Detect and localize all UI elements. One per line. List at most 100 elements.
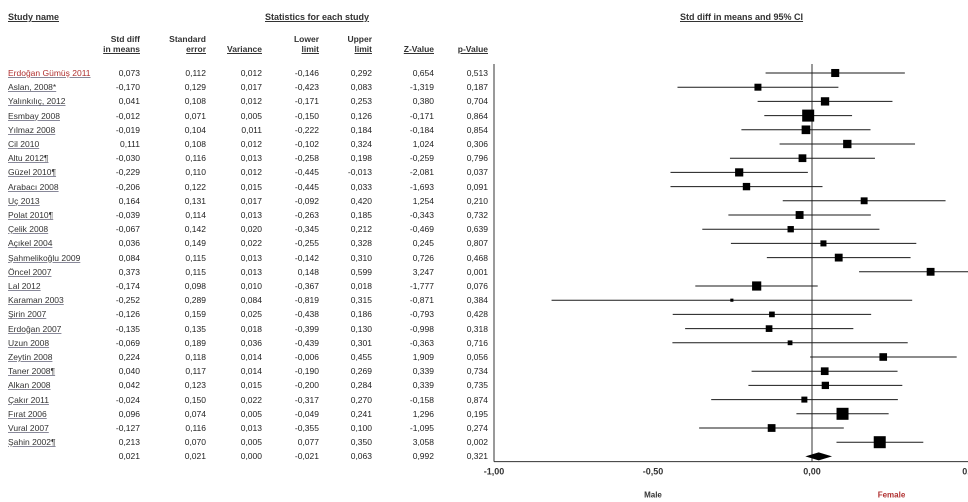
study-name: Uzun 2008	[8, 337, 50, 348]
cell-lo: -0,102	[294, 139, 319, 149]
cell-hi: 0,310	[350, 252, 372, 263]
cell-smd: 0,041	[118, 96, 140, 107]
cell-hi: 0,328	[350, 238, 372, 249]
cell-var: 0,017	[240, 82, 262, 93]
table-row: Şahin 2002¶ 0,213 0,070 0,005 0,077 0,350 3,05…	[0, 435, 600, 449]
effect-marker	[730, 298, 734, 302]
cell-se: 0,117	[185, 366, 206, 377]
cell-z: -0,469	[409, 224, 434, 235]
cell-smd: -0,069	[115, 337, 140, 348]
effect-marker	[820, 97, 830, 106]
table-row: Esmbay 2008 -0,012 0,071 0,005 -0,150 0,126 -0…	[0, 109, 600, 123]
cell-p: 0,210	[466, 195, 488, 206]
table-row: Erdoğan 2007 -0,135 0,135 0,018 -0,399 0,130 -…	[0, 322, 600, 336]
cell-z: 3,058	[412, 437, 434, 448]
study-name: Esmbay 2008	[8, 110, 60, 121]
cell-z: -2,081	[409, 167, 434, 178]
cell-p: 0,639	[466, 224, 488, 235]
effect-marker	[831, 68, 840, 78]
effect-marker	[801, 396, 808, 403]
cell-p: 0,384	[466, 295, 488, 306]
cell-z: 0,992	[412, 451, 434, 462]
cell-lo: -0,439	[294, 337, 319, 348]
cell-z: 0,245	[412, 238, 434, 249]
female-label: Female	[878, 491, 906, 500]
cell-se: 0,115	[185, 266, 206, 277]
cell-var: 0,013	[240, 252, 262, 263]
effect-marker	[873, 436, 886, 449]
cell-lo: -0,142	[294, 252, 319, 263]
study-name: Zeytin 2008	[8, 352, 53, 362]
effect-marker	[843, 139, 852, 149]
cell-var: 0,013	[240, 210, 262, 220]
cell-se: 0,074	[184, 408, 206, 419]
cell-hi: 0,253	[350, 96, 372, 107]
table-row: Aslan, 2008* -0,170 0,129 0,017 -0,423 0,083 -…	[0, 80, 600, 94]
effect-marker	[765, 325, 773, 332]
cell-lo: -0,255	[294, 238, 319, 249]
table-row: Alkan 2008 0,042 0,123 0,015 -0,200 0,284 0,33…	[0, 378, 600, 392]
cell-smd: 0,373	[118, 266, 140, 277]
column-header-z: Z-Value	[376, 34, 434, 54]
cell-smd: -0,012	[115, 110, 140, 121]
summary-row: 0,021 0,021 0,000 -0,021 0,063 0,992 0,321	[0, 449, 600, 463]
cell-hi: -0,013	[347, 167, 372, 178]
cell-lo: -0,049	[294, 408, 319, 419]
cell-p: 0,306	[466, 139, 488, 149]
cell-var: 0,017	[240, 195, 262, 206]
table-row: Erdoğan Gümüş 2011 0,073 0,112 0,012 -0,146 0…	[0, 66, 600, 80]
column-header-line1: Std diff	[110, 34, 140, 44]
cell-se: 0,131	[184, 195, 206, 206]
cell-se: 0,112	[185, 68, 206, 78]
cell-lo: -0,345	[294, 224, 319, 235]
effect-marker	[879, 353, 888, 361]
effect-marker	[787, 226, 794, 233]
cell-lo: -0,317	[294, 394, 319, 405]
effect-marker	[801, 125, 811, 135]
study-name: Şahin 2002¶	[8, 437, 56, 448]
study-name: Şahmelikoğlu 2009	[8, 252, 81, 263]
cell-z: -0,184	[409, 124, 434, 135]
study-name: Güzel 2010¶	[8, 167, 57, 178]
effect-marker	[787, 340, 793, 346]
column-header-lo: Lower limit	[261, 34, 319, 54]
cell-se: 0,108	[184, 139, 206, 149]
effect-marker	[820, 240, 827, 247]
study-name: Aslan, 2008*	[8, 82, 57, 93]
cell-smd: 0,224	[118, 352, 140, 362]
cell-var: 0,022	[240, 394, 262, 405]
cell-hi: 0,033	[350, 181, 372, 192]
cell-smd: 0,036	[118, 238, 140, 249]
cell-se: 0,070	[184, 437, 206, 448]
study-name: Fırat 2006	[8, 408, 47, 419]
cell-var: 0,012	[240, 167, 262, 178]
cell-var: 0,005	[240, 408, 262, 419]
effect-marker	[742, 182, 751, 191]
cell-var: 0,015	[240, 181, 262, 192]
cell-p: 0,274	[466, 423, 488, 433]
cell-smd: 0,164	[118, 195, 140, 206]
cell-p: 0,796	[466, 153, 488, 164]
cell-smd: -0,170	[115, 82, 140, 93]
effect-marker	[735, 168, 744, 177]
cell-se: 0,150	[184, 394, 206, 405]
column-header-line2: Variance	[227, 44, 262, 54]
column-header-smd: Std diff in means	[82, 34, 140, 54]
cell-var: 0,013	[240, 153, 262, 164]
study-name: Lal 2012	[8, 281, 41, 291]
x-tick-label: -1,00	[484, 467, 505, 477]
cell-hi: 0,130	[350, 323, 372, 334]
x-tick-label: -0,50	[643, 467, 664, 477]
cell-p: 0,704	[466, 96, 488, 107]
cell-var: 0,015	[240, 380, 262, 391]
table-row: Fırat 2006 0,096 0,074 0,005 -0,049 0,241 1,29…	[0, 407, 600, 421]
study-name: Çelik 2008	[8, 224, 49, 235]
table-row: Karaman 2003 -0,252 0,289 0,084 -0,819 0,315 -…	[0, 293, 600, 307]
table-row: Şahmelikoğlu 2009 0,084 0,115 0,013 -0,142 0,…	[0, 251, 600, 265]
cell-hi: 0,100	[350, 423, 372, 433]
study-name: Cil 2010	[8, 139, 40, 149]
study-name: Öncel 2007	[8, 266, 52, 277]
cell-se: 0,149	[184, 238, 206, 249]
cell-se: 0,159	[184, 309, 206, 320]
